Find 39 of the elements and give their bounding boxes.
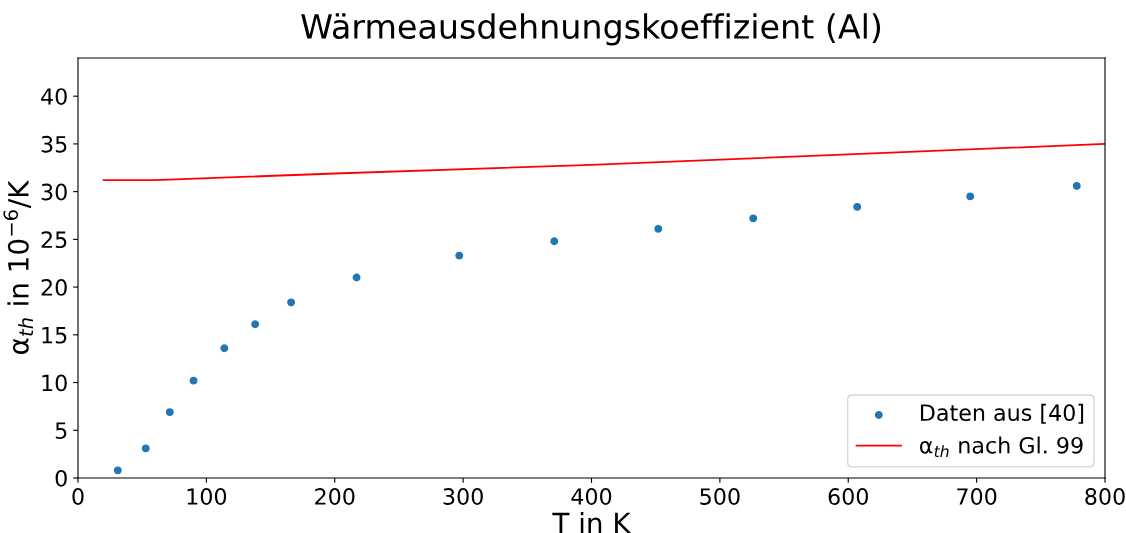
x-axis-title: T in K	[552, 512, 632, 533]
x-tick-label: 300	[443, 488, 483, 505]
x-tick-label: 400	[571, 488, 612, 505]
y-axis-title: α$_{th}$ in 10$^{−6}$/K	[3, 180, 34, 354]
line-series	[102, 143, 1105, 182]
x-tick-label: 700	[957, 488, 997, 505]
x-tick-label: 600	[828, 488, 868, 505]
x-tick-label: 0	[72, 488, 84, 505]
point	[853, 202, 862, 211]
legend-label: α$_{th}$ nach Gl. 99	[920, 436, 1083, 458]
point	[287, 298, 296, 307]
chart-title: Wärmeausdehnungskoeffizient (Al)	[301, 13, 881, 46]
y-tick-label: 25	[41, 231, 67, 249]
point	[749, 214, 758, 223]
y-tick-label: 10	[42, 374, 67, 392]
point	[251, 320, 260, 329]
point	[654, 224, 663, 233]
point	[189, 376, 198, 385]
x-tick-label: 200	[315, 488, 355, 505]
point	[966, 192, 975, 201]
point	[113, 466, 122, 475]
point	[550, 237, 559, 246]
point	[455, 251, 464, 260]
point	[352, 273, 361, 282]
legend-label: Daten aus [40]	[920, 403, 1084, 424]
x-tick-label: 100	[187, 488, 227, 505]
y-tick-label: 40	[41, 88, 67, 105]
x-tick-label: 800	[1085, 488, 1125, 505]
x-tick-label: 500	[700, 488, 740, 505]
y-tick-label: 30	[41, 183, 67, 201]
y-tick-label: 20	[41, 279, 67, 296]
point	[220, 344, 229, 353]
point	[141, 444, 150, 453]
point	[1072, 181, 1081, 190]
y-tick-label: 35	[41, 135, 67, 153]
y-tick-label: 5	[55, 422, 67, 440]
point	[165, 408, 174, 417]
y-tick-label: 0	[55, 469, 67, 487]
y-tick-label: 15	[42, 327, 67, 344]
